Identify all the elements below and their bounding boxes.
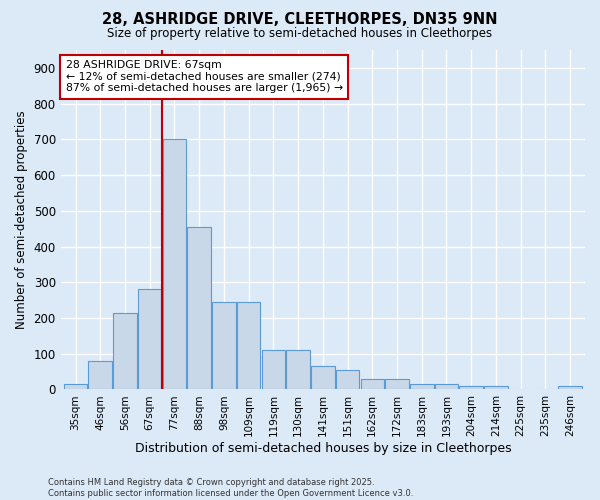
Bar xyxy=(559,386,582,390)
Bar xyxy=(88,361,112,390)
Bar xyxy=(385,378,409,390)
Bar xyxy=(484,386,508,390)
Bar xyxy=(286,350,310,390)
Bar xyxy=(262,350,285,390)
Bar xyxy=(138,290,161,390)
Text: Size of property relative to semi-detached houses in Cleethorpes: Size of property relative to semi-detach… xyxy=(107,28,493,40)
Y-axis label: Number of semi-detached properties: Number of semi-detached properties xyxy=(15,110,28,329)
Bar xyxy=(361,378,384,390)
Bar xyxy=(163,140,186,390)
Bar xyxy=(435,384,458,390)
Bar xyxy=(113,312,137,390)
X-axis label: Distribution of semi-detached houses by size in Cleethorpes: Distribution of semi-detached houses by … xyxy=(134,442,511,455)
Bar xyxy=(410,384,434,390)
Bar xyxy=(237,302,260,390)
Bar xyxy=(212,302,236,390)
Text: Contains HM Land Registry data © Crown copyright and database right 2025.
Contai: Contains HM Land Registry data © Crown c… xyxy=(48,478,413,498)
Bar xyxy=(64,384,87,390)
Bar xyxy=(336,370,359,390)
Text: 28, ASHRIDGE DRIVE, CLEETHORPES, DN35 9NN: 28, ASHRIDGE DRIVE, CLEETHORPES, DN35 9N… xyxy=(102,12,498,28)
Bar xyxy=(187,227,211,390)
Bar xyxy=(460,386,483,390)
Text: 28 ASHRIDGE DRIVE: 67sqm
← 12% of semi-detached houses are smaller (274)
87% of : 28 ASHRIDGE DRIVE: 67sqm ← 12% of semi-d… xyxy=(66,60,343,94)
Bar xyxy=(311,366,335,390)
